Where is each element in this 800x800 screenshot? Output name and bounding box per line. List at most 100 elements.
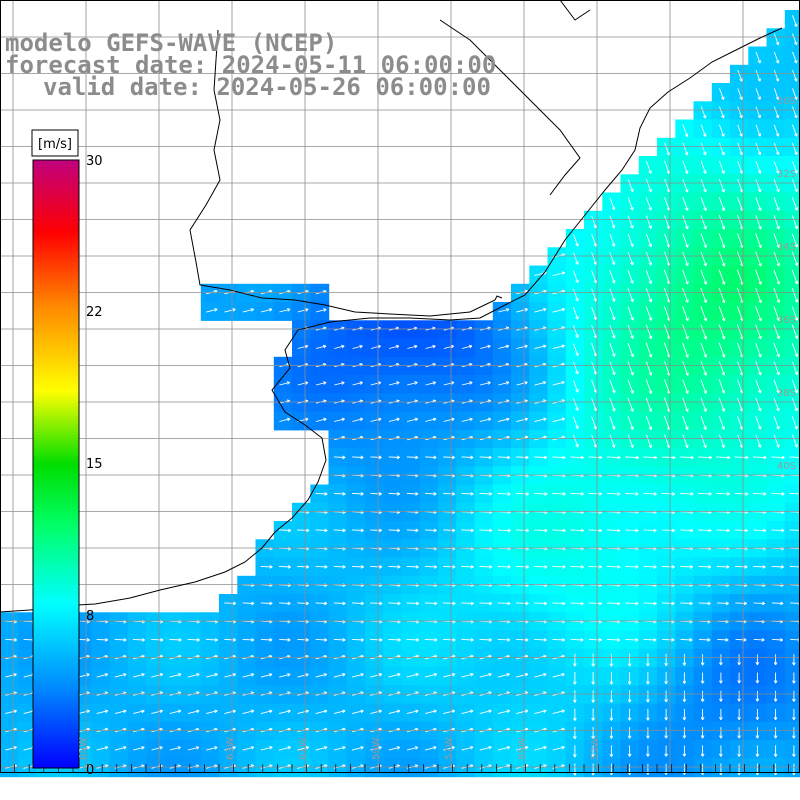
wind-arrow-head bbox=[776, 390, 780, 394]
wind-arrow bbox=[552, 602, 566, 605]
wind-arrow-head bbox=[685, 226, 688, 230]
wind-arrow-head bbox=[653, 639, 657, 642]
wind-arrow bbox=[627, 179, 634, 192]
field-cell bbox=[784, 612, 800, 632]
wind-arrow bbox=[645, 342, 652, 358]
wind-arrow-head bbox=[758, 226, 762, 230]
wind-arrow-head bbox=[573, 735, 576, 740]
wind-arrow-head bbox=[794, 263, 798, 266]
wind-arrow-head bbox=[719, 680, 722, 684]
wind-arrow bbox=[791, 251, 798, 266]
wind-arrow bbox=[334, 418, 345, 422]
wind-arrow bbox=[718, 434, 725, 448]
wind-arrow-head bbox=[653, 566, 657, 569]
wind-arrow bbox=[609, 288, 615, 302]
wind-arrow bbox=[682, 233, 689, 248]
wind-arrow bbox=[735, 638, 747, 641]
wind-arrow-head bbox=[721, 189, 725, 193]
wind-arrow bbox=[700, 324, 707, 340]
wind-arrow bbox=[773, 70, 779, 82]
wind-arrow bbox=[443, 418, 455, 422]
wind-arrow bbox=[315, 345, 327, 349]
wind-arrow-head bbox=[269, 621, 273, 624]
wind-arrow bbox=[700, 269, 707, 285]
wind-arrow-head bbox=[470, 603, 474, 606]
wind-arrow-head bbox=[609, 699, 612, 703]
wind-arrow-head bbox=[543, 272, 547, 275]
wind-arrow bbox=[773, 434, 780, 448]
wind-arrow bbox=[755, 434, 761, 448]
wind-arrow bbox=[716, 565, 730, 568]
wind-arrow bbox=[682, 324, 689, 340]
wind-arrow bbox=[700, 197, 707, 211]
wind-arrow bbox=[645, 197, 652, 211]
wind-arrow-head bbox=[703, 245, 707, 248]
wind-arrow-head bbox=[598, 639, 602, 642]
wind-arrow bbox=[206, 746, 218, 751]
field-cell bbox=[164, 721, 184, 741]
wind-arrow bbox=[645, 415, 652, 430]
field-cell bbox=[784, 119, 800, 139]
wind-arrow bbox=[279, 673, 291, 678]
wind-arrow bbox=[515, 456, 529, 458]
wind-arrow bbox=[96, 638, 108, 641]
field-cell bbox=[784, 101, 800, 121]
wind-arrow bbox=[516, 418, 528, 423]
wind-arrow-head bbox=[415, 746, 419, 750]
wind-arrow-head bbox=[667, 354, 670, 358]
wind-arrow-head bbox=[379, 621, 383, 624]
wind-arrow-head bbox=[672, 457, 676, 460]
wind-arrow-head bbox=[86, 621, 90, 624]
wind-arrow-head bbox=[415, 548, 419, 551]
wind-arrow bbox=[224, 602, 236, 604]
wind-arrow-head bbox=[342, 475, 346, 478]
wind-arrow-head bbox=[324, 639, 328, 642]
wind-arrow bbox=[663, 379, 671, 394]
wind-arrow-head bbox=[507, 584, 511, 588]
wind-arrow bbox=[572, 361, 579, 375]
wind-arrow-head bbox=[646, 681, 649, 685]
wind-arrow bbox=[791, 233, 798, 248]
wind-arrow-head bbox=[685, 281, 689, 285]
wind-arrow bbox=[625, 638, 639, 641]
wind-arrow-head bbox=[434, 566, 438, 569]
wind-arrow-head bbox=[743, 639, 747, 642]
wind-arrow-head bbox=[543, 418, 547, 422]
wind-arrow-head bbox=[700, 680, 703, 684]
wind-arrow bbox=[609, 270, 615, 284]
wind-arrow-head bbox=[544, 493, 548, 496]
wind-arrow bbox=[351, 710, 364, 715]
wind-arrow bbox=[755, 379, 762, 394]
wind-arrow-head bbox=[776, 426, 780, 430]
wind-arrow bbox=[552, 418, 565, 423]
wind-arrow bbox=[497, 602, 511, 604]
wind-arrow-head bbox=[397, 639, 401, 642]
wind-arrow-head bbox=[611, 426, 615, 430]
wind-arrow bbox=[351, 602, 364, 604]
wind-arrow-head bbox=[689, 639, 693, 642]
wind-arrow bbox=[479, 529, 493, 531]
wind-arrow bbox=[773, 215, 780, 230]
wind-arrow bbox=[497, 492, 511, 495]
wind-arrow bbox=[497, 638, 510, 641]
wind-arrow-head bbox=[287, 548, 291, 551]
wind-arrow-head bbox=[196, 710, 200, 714]
wind-arrow bbox=[755, 324, 762, 340]
wind-arrow-head bbox=[342, 457, 346, 460]
wind-arrow bbox=[114, 673, 127, 678]
wind-arrow-head bbox=[232, 603, 236, 606]
wind-arrow-head bbox=[671, 603, 675, 606]
field-cell bbox=[511, 393, 530, 413]
wind-arrow-head bbox=[740, 282, 744, 285]
wind-arrow bbox=[718, 269, 725, 285]
wind-arrow bbox=[78, 710, 90, 715]
wind-arrow-head bbox=[397, 566, 401, 569]
wind-arrow-head bbox=[324, 621, 328, 624]
wind-arrow-head bbox=[667, 409, 670, 412]
wind-arrow bbox=[609, 197, 615, 210]
wind-arrow-head bbox=[580, 639, 584, 642]
wind-arrow bbox=[735, 602, 747, 604]
wind-arrow bbox=[625, 492, 639, 495]
wind-arrow-head bbox=[359, 345, 363, 349]
wind-arrow-head bbox=[671, 511, 675, 515]
